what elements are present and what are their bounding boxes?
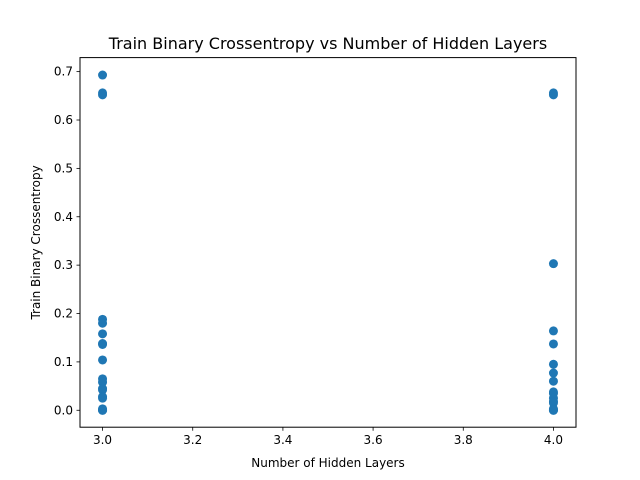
- data-point: [548, 368, 558, 378]
- data-point: [548, 90, 558, 100]
- data-point: [98, 318, 108, 328]
- data-point: [98, 393, 108, 403]
- data-point: [98, 385, 108, 395]
- y-axis-label: Train Binary Crossentropy: [29, 165, 43, 320]
- axes-frame: [79, 57, 577, 428]
- data-point: [98, 355, 108, 365]
- data-point: [98, 70, 108, 80]
- data-point: [548, 339, 558, 349]
- y-axis-ticks: 0.0 0.1 0.2 0.3 0.4 0.5 0.6 0.7: [54, 65, 80, 417]
- x-axis-ticks: 3.0 3.2 3.4 3.6 3.8 4.0: [93, 427, 563, 447]
- y-tick-label: 0.3: [54, 258, 73, 272]
- data-point: [98, 405, 108, 415]
- y-tick-label: 0.2: [54, 307, 73, 321]
- y-tick-label: 0.5: [54, 161, 73, 175]
- x-tick-label: 3.8: [454, 433, 473, 447]
- y-tick-label: 0.0: [54, 403, 73, 417]
- data-point: [548, 376, 558, 386]
- chart-title: Train Binary Crossentropy vs Number of H…: [108, 34, 547, 53]
- x-tick-label: 4.0: [544, 433, 563, 447]
- data-point: [548, 259, 558, 269]
- x-tick-label: 3.6: [364, 433, 383, 447]
- data-point: [98, 377, 108, 387]
- data-point: [98, 339, 108, 349]
- x-tick-label: 3.4: [273, 433, 292, 447]
- x-tick-label: 3.2: [183, 433, 202, 447]
- data-point: [548, 359, 558, 369]
- data-point: [98, 90, 108, 100]
- data-points: [98, 70, 558, 415]
- x-axis-label: Number of Hidden Layers: [251, 456, 405, 470]
- y-tick-label: 0.6: [54, 113, 73, 127]
- x-tick-label: 3.0: [93, 433, 112, 447]
- y-tick-label: 0.4: [54, 210, 73, 224]
- y-tick-label: 0.1: [54, 355, 73, 369]
- data-point: [548, 326, 558, 336]
- y-tick-label: 0.7: [54, 65, 73, 79]
- data-point: [548, 405, 558, 415]
- data-point: [98, 329, 108, 339]
